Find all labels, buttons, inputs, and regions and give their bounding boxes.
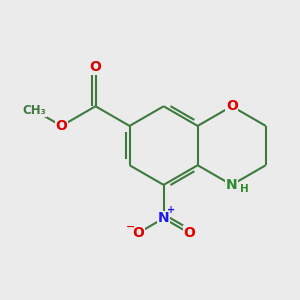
Text: N: N [158, 211, 170, 225]
Text: CH₃: CH₃ [22, 104, 46, 117]
Text: O: O [132, 226, 144, 240]
Text: O: O [183, 226, 195, 240]
Text: H: H [240, 184, 249, 194]
Text: O: O [226, 99, 238, 113]
Text: −: − [125, 222, 135, 232]
Text: N: N [226, 178, 238, 192]
Text: O: O [90, 60, 101, 74]
Text: O: O [56, 119, 68, 133]
Text: +: + [167, 206, 175, 215]
